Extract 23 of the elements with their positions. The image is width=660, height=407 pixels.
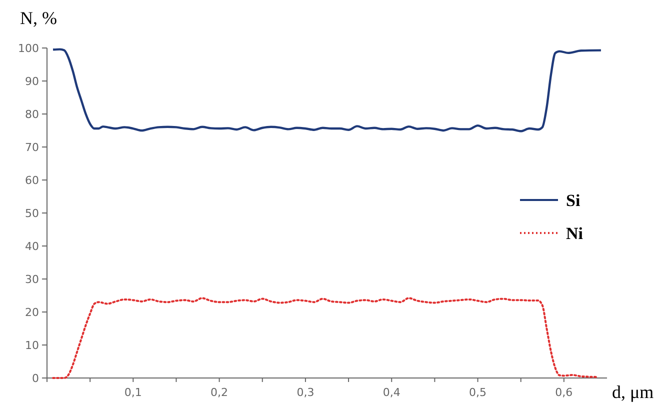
y-tick-label: 40 — [25, 240, 39, 253]
y-tick-label: 100 — [18, 42, 39, 55]
x-tick-label: 0,5 — [469, 386, 487, 399]
y-tick-label: 30 — [25, 272, 39, 286]
y-tick-label: 90 — [25, 74, 39, 88]
y-tick-label: 80 — [25, 108, 39, 121]
x-tick-label: 0,2 — [210, 386, 228, 399]
y-tick-label: 0 — [32, 372, 39, 385]
y-tick-label: 60 — [25, 174, 39, 187]
x-tick-label: 0,1 — [124, 386, 142, 399]
line-series — [52, 48, 602, 132]
legend-label: Si — [566, 190, 580, 210]
legend-label: Ni — [566, 224, 584, 243]
y-axis-title: N, % — [20, 8, 57, 28]
y-tick-label: 10 — [25, 338, 39, 352]
y-tick-label: 70 — [25, 140, 39, 154]
line-series — [52, 297, 600, 379]
x-tick-label: 0,6 — [555, 386, 573, 399]
x-tick-label: 0,3 — [296, 386, 314, 399]
y-tick-label: 50 — [25, 206, 39, 220]
y-tick-label: 20 — [25, 306, 39, 319]
x-axis-title: d, μm — [612, 382, 654, 402]
x-tick-label: 0,4 — [382, 386, 400, 399]
